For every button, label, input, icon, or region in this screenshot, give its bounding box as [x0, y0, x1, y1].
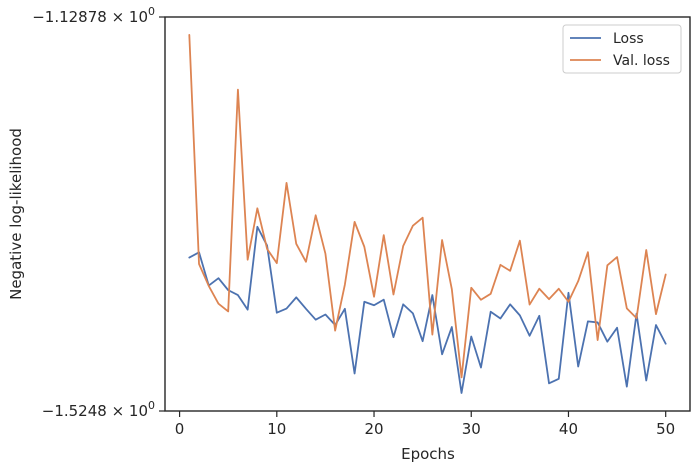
x-tick-label: 40 [559, 420, 578, 438]
x-tick-label: 30 [462, 420, 481, 438]
plot-area [188, 34, 667, 394]
y-tick-label: −1.5248 × 100 [42, 399, 155, 420]
x-tick-label: 50 [656, 420, 675, 438]
axes-frame [164, 16, 691, 412]
x-axis: 0 10 20 30 40 50 [175, 411, 675, 438]
legend-val-loss-label: Val. loss [613, 53, 670, 69]
legend-box [562, 24, 682, 74]
x-tick-label: 20 [364, 420, 383, 438]
x-tick-label: 0 [175, 420, 185, 438]
y-tick-label: −1.12878 × 100 [32, 5, 155, 26]
legend: Loss Val. loss [562, 24, 682, 74]
series-line-loss [188, 225, 667, 394]
y-axis-label: Negative log-likelihood [7, 128, 25, 300]
legend-loss-label: Loss [613, 31, 644, 47]
series-line-val-loss [188, 34, 667, 379]
x-tick-label: 10 [267, 420, 286, 438]
x-axis-label: Epochs [401, 445, 455, 463]
y-axis: −1.12878 × 100 −1.5248 × 100 [32, 5, 165, 420]
